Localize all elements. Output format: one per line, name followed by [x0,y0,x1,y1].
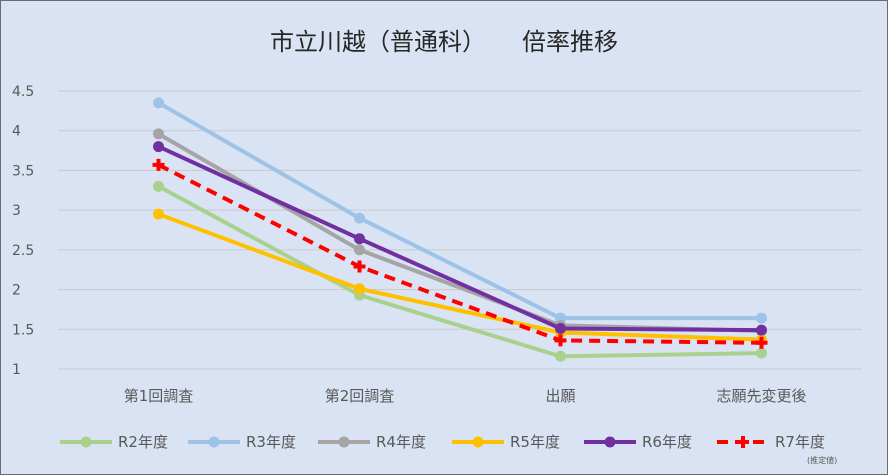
legend-item: R5年度 [452,433,560,451]
y-tick-label: 4 [12,124,21,140]
data-point [153,128,164,140]
chart-title: 市立川越（普通科） 倍率推移 [0,22,888,57]
chart-title-text: 市立川越（普通科） 倍率推移 [270,28,618,56]
series-line [157,163,762,345]
data-point [555,350,566,362]
series-line [157,101,762,321]
legend-marker [472,436,484,448]
legend-item: R2年度 [60,433,168,451]
data-point [153,141,164,153]
legend-note: (推定値) [807,455,837,465]
legend-label: R6年度 [642,433,692,451]
gridlines [58,90,862,370]
data-point [756,312,767,324]
y-tick-label: 2.5 [12,243,34,259]
legend-label: R7年度 [775,433,825,451]
data-point [354,212,365,224]
data-point [354,244,365,256]
legend-item: R6年度 [584,433,692,451]
legend-label: R4年度 [376,433,426,451]
x-tick-label: 第2回調査 [325,387,395,405]
y-tick-label: 3 [12,203,21,219]
y-axis: 4.5 4 3.5 3 2.5 2 1.5 1 [12,84,34,378]
series-6 [152,158,768,349]
legend-marker [604,436,616,448]
y-tick-label: 4.5 [12,84,34,100]
series-2 [153,97,767,324]
legend-label: R2年度 [118,433,168,451]
series-5 [153,141,767,336]
legend-marker [208,436,220,448]
legend-item: R7年度 (推定値) [717,433,837,465]
x-tick-label: 志願先変更後 [716,387,806,405]
series-layer [152,97,768,362]
y-tick-label: 2 [12,283,21,299]
y-tick-label: 1 [12,362,21,378]
legend-label: R3年度 [246,433,296,451]
y-tick-label: 1.5 [12,322,34,338]
data-point [554,334,567,347]
data-point [354,283,365,295]
legend: R2年度 R3年度 R4年度 R5年度 R6年度 R7年度 (推定値) [60,433,837,465]
y-tick-label: 3.5 [12,163,34,179]
series-line [157,132,762,333]
data-point [755,336,768,349]
data-point [555,322,566,334]
x-tick-label: 出願 [545,387,575,405]
data-point [354,233,365,245]
legend-item: R3年度 [188,433,296,451]
series-line [157,184,762,359]
data-point [153,208,164,220]
series-line [157,144,762,333]
legend-marker [80,436,92,448]
data-point [153,180,164,192]
data-point [756,324,767,336]
x-tick-label: 第1回調査 [124,387,194,405]
data-point [152,158,165,171]
legend-marker [737,436,749,448]
data-point [756,347,767,359]
legend-label: R5年度 [510,433,560,451]
data-point [353,260,366,273]
legend-item: R4年度 [318,433,426,451]
legend-marker [338,436,350,448]
x-axis: 第1回調査 第2回調査 出願 志願先変更後 [124,387,807,405]
series-line [157,212,762,342]
data-point [153,97,164,109]
